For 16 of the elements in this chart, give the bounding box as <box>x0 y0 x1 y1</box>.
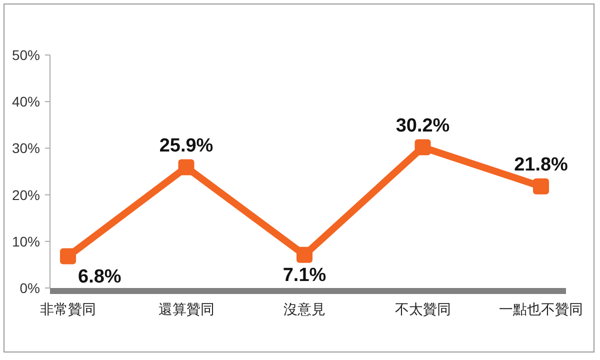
y-tick-label: 30% <box>12 140 40 156</box>
x-tick-label: 非常贊同 <box>40 301 96 317</box>
y-tick-label: 50% <box>12 47 40 63</box>
data-label: 25.9% <box>159 135 214 156</box>
x-tick-label: 沒意見 <box>284 301 326 317</box>
x-tick-label: 一點也不贊同 <box>499 301 583 317</box>
y-tick-label: 40% <box>12 94 40 110</box>
data-label: 21.8% <box>514 154 568 176</box>
y-tick-label: 10% <box>12 233 40 250</box>
y-tick-label: 0% <box>20 280 40 296</box>
x-tick-label: 不太贊同 <box>394 301 451 317</box>
x-tick-label: 還算贊同 <box>158 301 214 317</box>
data-label: 30.2% <box>396 115 450 136</box>
data-label: 7.1% <box>282 264 326 286</box>
y-tick-label: 20% <box>12 186 40 203</box>
data-label: 6.8% <box>78 266 122 288</box>
